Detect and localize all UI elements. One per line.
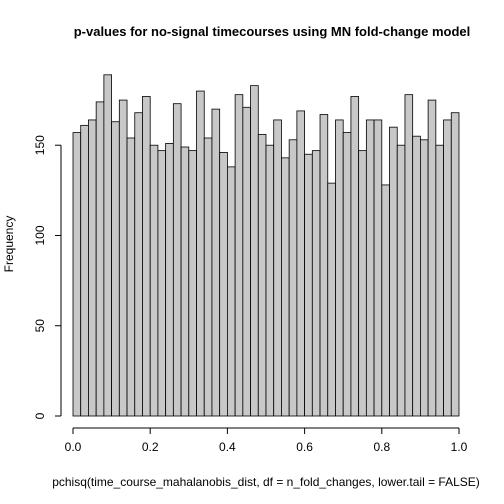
bar [180, 146, 190, 417]
bar [250, 85, 259, 417]
x-tick-label: 0.0 [65, 440, 82, 454]
bar [273, 119, 282, 417]
bar [396, 144, 406, 417]
x-axis-label: pchisq(time_course_mahalanobis_dist, df … [52, 475, 480, 489]
bar [358, 150, 367, 417]
y-axis-label: Frequency [2, 216, 16, 273]
bar [80, 124, 89, 417]
bar [103, 74, 112, 417]
bar [134, 112, 143, 417]
bar [111, 121, 120, 417]
bar [196, 90, 205, 417]
bar [288, 139, 298, 417]
bar [373, 119, 383, 417]
chart-title: p-values for no-signal timecourses using… [74, 24, 471, 39]
bar [219, 152, 228, 417]
bar [296, 110, 306, 417]
bar [281, 157, 290, 417]
bar [427, 99, 437, 417]
y-tick-label: 150 [33, 135, 47, 155]
bar [88, 119, 97, 417]
bar [142, 96, 151, 417]
bar [404, 94, 414, 417]
bar [188, 150, 197, 417]
bar [172, 103, 182, 417]
bar [389, 126, 398, 417]
bar [319, 114, 329, 417]
bar [118, 99, 128, 417]
bar [203, 137, 213, 417]
bar [265, 144, 275, 417]
bar [342, 132, 352, 417]
bar [304, 153, 313, 417]
bar [412, 135, 421, 417]
bar [72, 132, 82, 417]
x-tick-label: 0.8 [373, 440, 390, 454]
bar [381, 184, 390, 417]
x-tick-label: 0.4 [219, 440, 236, 454]
bar [234, 94, 244, 417]
bar [165, 143, 174, 417]
bar [311, 150, 321, 417]
y-tick-label: 50 [33, 319, 47, 333]
bar [365, 119, 375, 417]
bar [211, 108, 221, 417]
bar [157, 150, 167, 417]
bar [419, 139, 429, 417]
bar [450, 112, 460, 417]
bar [95, 101, 105, 417]
x-tick-label: 1.0 [451, 440, 468, 454]
bar [242, 106, 251, 417]
y-tick-label: 0 [33, 412, 47, 419]
bar [335, 119, 344, 417]
bar [257, 133, 267, 417]
bar [350, 96, 360, 417]
x-tick-label: 0.6 [296, 440, 313, 454]
bar [149, 144, 159, 417]
bar [327, 182, 336, 417]
y-tick-label: 100 [33, 225, 47, 245]
bar [443, 119, 452, 417]
x-tick-label: 0.2 [142, 440, 159, 454]
bar [435, 144, 444, 417]
bar [226, 166, 236, 417]
bar [126, 137, 136, 417]
